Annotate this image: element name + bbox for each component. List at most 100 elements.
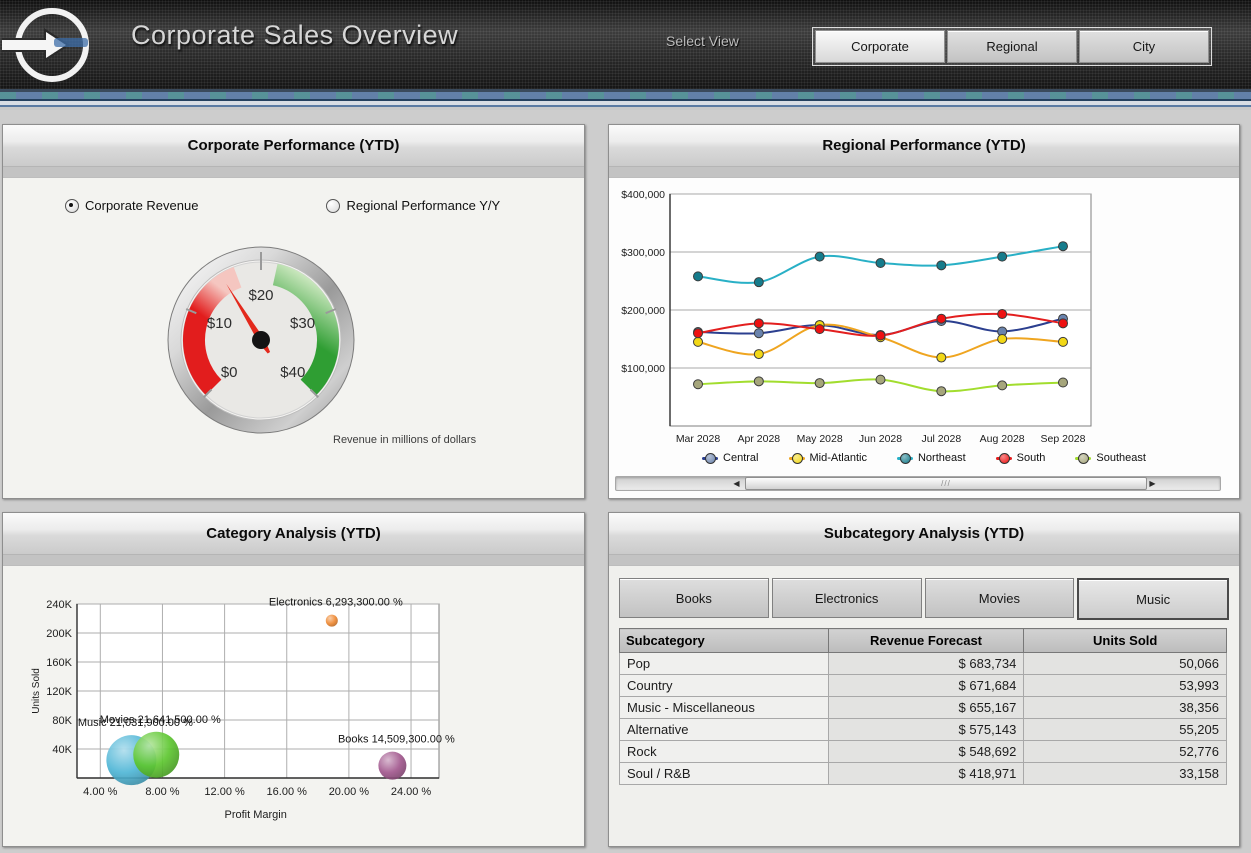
view-button-city[interactable]: City (1079, 30, 1209, 63)
bubble-books[interactable] (378, 751, 407, 780)
legend-marker-icon (995, 452, 1012, 464)
radio-circle-icon[interactable] (326, 198, 341, 213)
data-point-northeast (997, 251, 1008, 262)
view-button-regional[interactable]: Regional (947, 30, 1077, 63)
legend-item-south: South (995, 452, 1046, 464)
legend-item-northeast: Northeast (896, 452, 966, 464)
bubble-label-electronics: Electronics 6,293,300.00 % (269, 597, 403, 609)
y-tick-label: 40K (52, 744, 72, 756)
corporate-panel-title: Corporate Performance (YTD) (3, 125, 584, 167)
table-row: Country $ 671,684 53,993 (619, 674, 1227, 697)
panel-subbar (609, 167, 1239, 178)
tab-music[interactable]: Music (1077, 578, 1229, 620)
data-point-northeast (875, 258, 886, 269)
bubble-movies[interactable] (133, 731, 180, 778)
data-point-central (753, 328, 764, 339)
y-tick-label: 200K (46, 628, 72, 640)
corporate-panel-body: Corporate Revenue Regional Performance Y/… (3, 178, 584, 498)
bubble-label-music: Music 21,031,900.00 % (78, 717, 193, 729)
bubble-label-movies: Movies 21,641,500.00 % (100, 714, 221, 726)
category-panel-body: 40K 80K 120K 160K 200K 240K 4.00 % 8.00 % 12.00 … (3, 566, 584, 846)
panel-subbar (3, 555, 584, 566)
gauge-tick-label: $0 (221, 364, 238, 381)
data-point-southeast (753, 376, 764, 387)
table-cell: 55,205 (1023, 718, 1227, 741)
x-tick-label: 4.00 % (83, 786, 117, 798)
y-tick-label: $200,000 (621, 305, 665, 317)
scrollbar-right-arrow-icon[interactable]: ▶ (1149, 479, 1156, 488)
x-tick-label: 16.00 % (267, 786, 308, 798)
x-tick-label: Jul 2028 (921, 433, 961, 445)
header-divider (0, 89, 1251, 110)
radio-regional-performance-y-y[interactable]: Regional Performance Y/Y (326, 198, 500, 213)
tab-books[interactable]: Books (619, 578, 769, 618)
tab-electronics[interactable]: Electronics (771, 578, 922, 618)
data-point-mid-atlantic (997, 334, 1008, 344)
x-tick-label: 20.00 % (329, 786, 370, 798)
bubble-electronics[interactable] (325, 614, 338, 627)
y-tick-label: 120K (46, 686, 72, 698)
app-title: Corporate Sales Overview (131, 20, 459, 50)
legend-item-central: Central (702, 452, 759, 464)
radio-circle-icon[interactable] (65, 198, 79, 213)
legend-label: Mid-Atlantic (809, 452, 867, 464)
data-point-southeast (693, 379, 703, 390)
table-cell: Music - Miscellaneous (619, 696, 829, 719)
legend-dot-icon (899, 452, 911, 464)
category-tab-group: Books Electronics Movies Music (619, 578, 1229, 620)
table-cell: Alternative (619, 718, 829, 741)
panel-regional-performance: Regional Performance (YTD) $100,000 $200,… (608, 124, 1240, 499)
legend-dot-icon (998, 452, 1010, 464)
tab-movies[interactable]: Movies (924, 578, 1075, 618)
time-range-scrollbar: ◀ ▶ (615, 476, 1221, 491)
table-row: Alternative $ 575,143 55,205 (619, 718, 1227, 741)
column-header-subcategory: Subcategory (619, 628, 829, 653)
radio-label: Regional Performance Y/Y (346, 198, 501, 213)
legend-marker-icon (1075, 452, 1092, 464)
table-cell: Country (619, 674, 829, 697)
legend-label: South (1016, 452, 1046, 464)
x-tick-label: Jun 2028 (859, 433, 902, 445)
gauge-tick (185, 308, 197, 315)
y-tick-label: $100,000 (621, 363, 665, 375)
scrollbar-left-arrow-icon[interactable]: ◀ (733, 479, 740, 488)
data-point-south (753, 318, 764, 329)
x-axis-title: Profit Margin (224, 809, 286, 821)
view-button-corporate[interactable]: Corporate (815, 30, 945, 63)
category-bubble-chart: 40K 80K 120K 160K 200K 240K 4.00 % 8.00 % 12.00 … (31, 597, 455, 821)
gauge-chart: $0 $10 $20 $30 $40 (167, 246, 355, 434)
legend-label: Central (723, 452, 759, 464)
legend-item-southeast: Southeast (1075, 452, 1146, 464)
gauge-green-zone (272, 263, 339, 396)
x-tick-label: Mar 2028 (676, 433, 721, 445)
data-point-northeast (1058, 241, 1068, 252)
logo-wordmark (54, 38, 88, 47)
legend-dot-icon (1078, 452, 1090, 464)
gauge-tick (325, 308, 337, 315)
data-point-south (936, 313, 947, 324)
data-point-mid-atlantic (936, 352, 947, 363)
subcategory-panel-title: Subcategory Analysis (YTD) (609, 513, 1239, 555)
legend-label: Southeast (1096, 452, 1146, 464)
data-point-south (814, 324, 825, 335)
data-point-mid-atlantic (1058, 336, 1068, 347)
panel-subcategory-analysis: Subcategory Analysis (YTD) Books Electron… (608, 512, 1240, 847)
table-row: Soul / R&B $ 418,971 33,158 (619, 762, 1227, 785)
table-row: Music - Miscellaneous $ 655,167 38,356 (619, 696, 1227, 719)
scrollbar-thumb[interactable] (745, 477, 1147, 490)
data-point-northeast (814, 251, 825, 262)
legend-dot-icon (705, 452, 717, 464)
table-body: Pop $ 683,734 50,066 Country $ 671,684 53,993… (619, 652, 1227, 785)
x-tick-label: Apr 2028 (738, 433, 781, 445)
y-tick-label: 160K (46, 657, 72, 669)
legend-marker-icon (702, 452, 719, 464)
table-row: Rock $ 548,692 52,776 (619, 740, 1227, 763)
view-toggle-group: Corporate Regional City (812, 27, 1212, 66)
data-point-southeast (936, 386, 947, 397)
radio-corporate-revenue[interactable]: Corporate Revenue (65, 198, 198, 213)
gauge-metric-radio-group: Corporate Revenue Regional Performance Y/… (65, 198, 500, 213)
table-cell: Soul / R&B (619, 762, 829, 785)
table-cell: 52,776 (1023, 740, 1227, 763)
bubble-label-books: Books 14,509,300.00 % (338, 734, 455, 746)
table-cell: Pop (619, 652, 829, 675)
